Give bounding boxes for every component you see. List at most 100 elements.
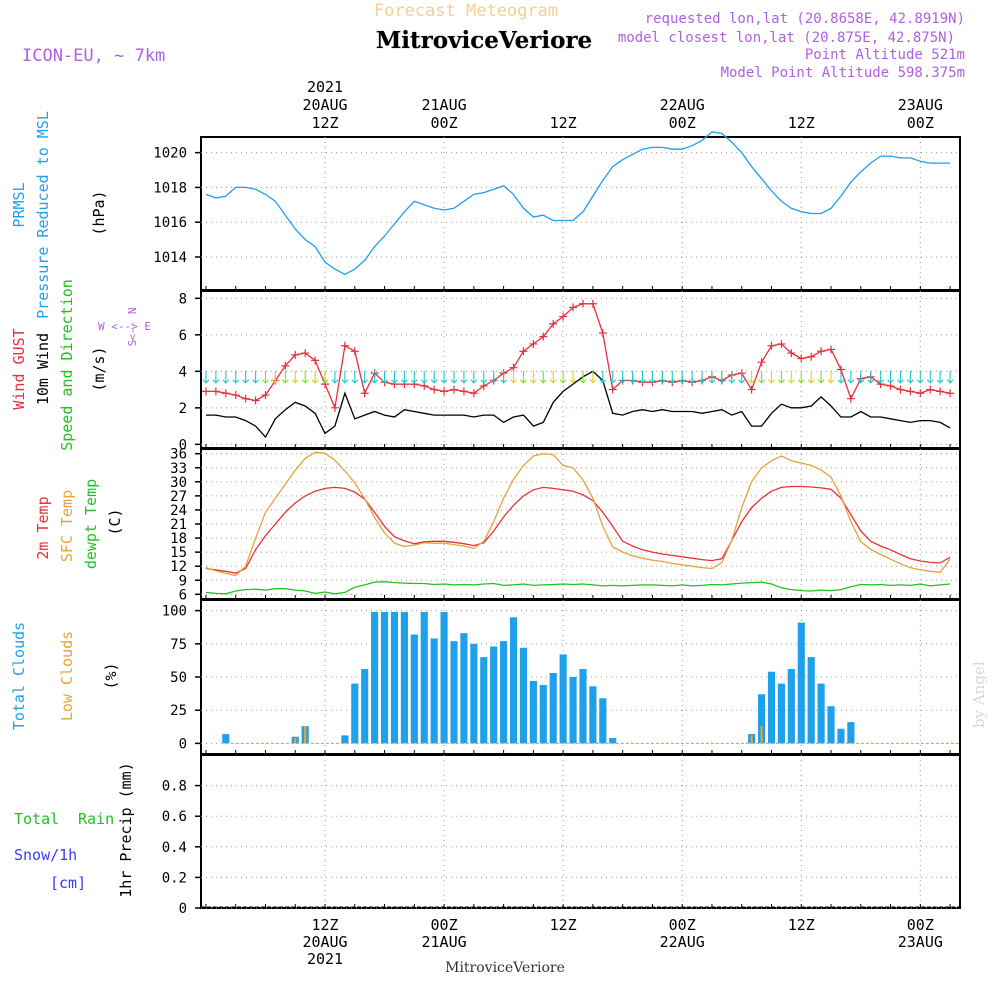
- wind-direction-arrow: [440, 370, 448, 384]
- cloud-bar: [569, 677, 577, 744]
- side-label: 1hr Precip (mm): [117, 762, 135, 897]
- time-label: 00Z: [431, 916, 458, 934]
- wind-direction-arrow: [361, 370, 369, 384]
- side-label: Pressure Reduced to MSL: [34, 111, 52, 319]
- compass: <-- NW <--> E S: [98, 307, 151, 346]
- wind-direction-arrow: [331, 370, 339, 384]
- precip-legend-total: Total: [14, 810, 59, 828]
- cloud-bar: [480, 657, 488, 744]
- side-label: (C): [106, 508, 124, 535]
- wind-direction-arrow: [619, 370, 627, 384]
- wind-direction-arrow: [738, 370, 746, 384]
- wind-direction-arrow: [202, 370, 210, 384]
- wind-direction-arrow: [897, 370, 904, 384]
- wind-ytick-label: 6: [179, 328, 187, 344]
- cloud-bar: [777, 683, 785, 744]
- side-label: 10m Wind: [34, 333, 52, 405]
- precip-ytick-label: 0.4: [162, 840, 187, 856]
- side-label: SFC Temp: [58, 490, 76, 562]
- wind-frame: [200, 290, 961, 449]
- top-time-label: 20AUG: [302, 96, 347, 114]
- side-label: Speed and Direction: [58, 279, 76, 451]
- gust-marker: [509, 363, 518, 372]
- cloud-bar: [380, 611, 389, 744]
- compass-north: <-- N: [126, 307, 139, 340]
- temperature-ytick-label: 12: [170, 559, 187, 575]
- temperature-ytick-label: 36: [170, 447, 187, 463]
- side-label: dewpt Temp: [82, 479, 100, 569]
- side-label: Total Clouds: [10, 622, 28, 730]
- wind-direction-arrow: [698, 370, 706, 384]
- cloud-bar: [351, 683, 359, 744]
- wind-direction-arrow: [460, 370, 468, 384]
- cloud-bar: [420, 611, 428, 744]
- wind-direction-arrow: [222, 370, 230, 384]
- precip-frame: [200, 754, 961, 909]
- footer-location: MitroviceVeriore: [445, 960, 565, 976]
- gust-marker: [916, 389, 925, 398]
- wind-ytick-label: 0: [179, 437, 187, 453]
- wind-direction-arrow: [311, 370, 319, 384]
- wind-direction-arrow: [569, 370, 577, 384]
- precip-ytick-label: 0: [179, 901, 187, 917]
- top-time-label: 2021: [307, 78, 343, 96]
- wind-direction-arrow: [252, 370, 259, 384]
- gust-marker: [588, 299, 597, 308]
- wind-direction-arrow: [817, 370, 825, 384]
- cloud-bar: [490, 646, 498, 744]
- cloud-bar: [609, 738, 617, 744]
- clouds-ytick-label: 100: [162, 604, 187, 620]
- temperature-ytick-label: 27: [170, 489, 187, 505]
- wind-direction-arrow: [351, 370, 359, 384]
- wind-panel: 0 2 4 6 8: [179, 290, 961, 453]
- low-cloud-bar: [750, 735, 753, 744]
- wind-direction-arrow: [847, 370, 855, 384]
- gust-marker: [896, 385, 905, 394]
- cloud-bar: [460, 633, 468, 744]
- wind-ytick-label: 4: [179, 364, 187, 380]
- gust-marker: [301, 349, 310, 358]
- wind-direction-arrow: [500, 370, 507, 384]
- cloud-bar: [371, 611, 379, 744]
- clouds-ytick-label: 50: [170, 670, 187, 686]
- precip-legend-snow: Snow/1h: [14, 846, 77, 864]
- precip-legend-rain: Rain: [78, 810, 114, 828]
- gust-marker: [549, 319, 558, 328]
- cloud-bar: [837, 728, 845, 744]
- side-label: (m/s): [90, 346, 108, 391]
- wind-direction-arrow: [510, 370, 517, 384]
- requested-coords: requested lon,lat (20.8658E, 42.8919N): [645, 11, 965, 27]
- time-label: 12Z: [550, 916, 577, 934]
- gust-marker: [946, 389, 955, 398]
- gust-marker: [906, 387, 915, 396]
- wind-direction-arrow: [877, 370, 885, 384]
- model-name: ICON-EU, ~ 7km: [22, 46, 165, 66]
- time-label: 12Z: [788, 916, 815, 934]
- location-title: MitroviceVeriore: [376, 27, 592, 54]
- top-time-label: 21AUG: [422, 96, 467, 114]
- precip-ytick-label: 0.2: [162, 870, 187, 886]
- 2m-temp-line: [205, 485, 951, 574]
- gust-marker: [261, 391, 270, 400]
- cloud-bar: [797, 622, 805, 744]
- wind-ytick-label: 2: [179, 401, 187, 417]
- gust-marker: [569, 303, 578, 312]
- clouds-ytick-label: 25: [170, 703, 187, 719]
- cloud-bar: [519, 647, 528, 744]
- gust-marker: [529, 339, 538, 348]
- time-label: 2021: [307, 950, 343, 968]
- wind-direction-arrow: [797, 370, 805, 384]
- cloud-bar: [500, 641, 508, 744]
- wind-direction-arrow: [658, 370, 666, 384]
- cloud-bar: [599, 698, 607, 744]
- cloud-bar: [430, 638, 438, 744]
- wind-direction-arrow: [401, 370, 408, 384]
- wind-direction-arrow: [470, 370, 478, 384]
- clouds-ytick-label: 75: [170, 637, 187, 653]
- pressure-panel: 1014 1016 1018 1020: [153, 131, 961, 291]
- top-time-label: 22AUG: [660, 96, 705, 114]
- 10m-wind-line: [206, 370, 951, 439]
- gust-marker: [291, 350, 300, 359]
